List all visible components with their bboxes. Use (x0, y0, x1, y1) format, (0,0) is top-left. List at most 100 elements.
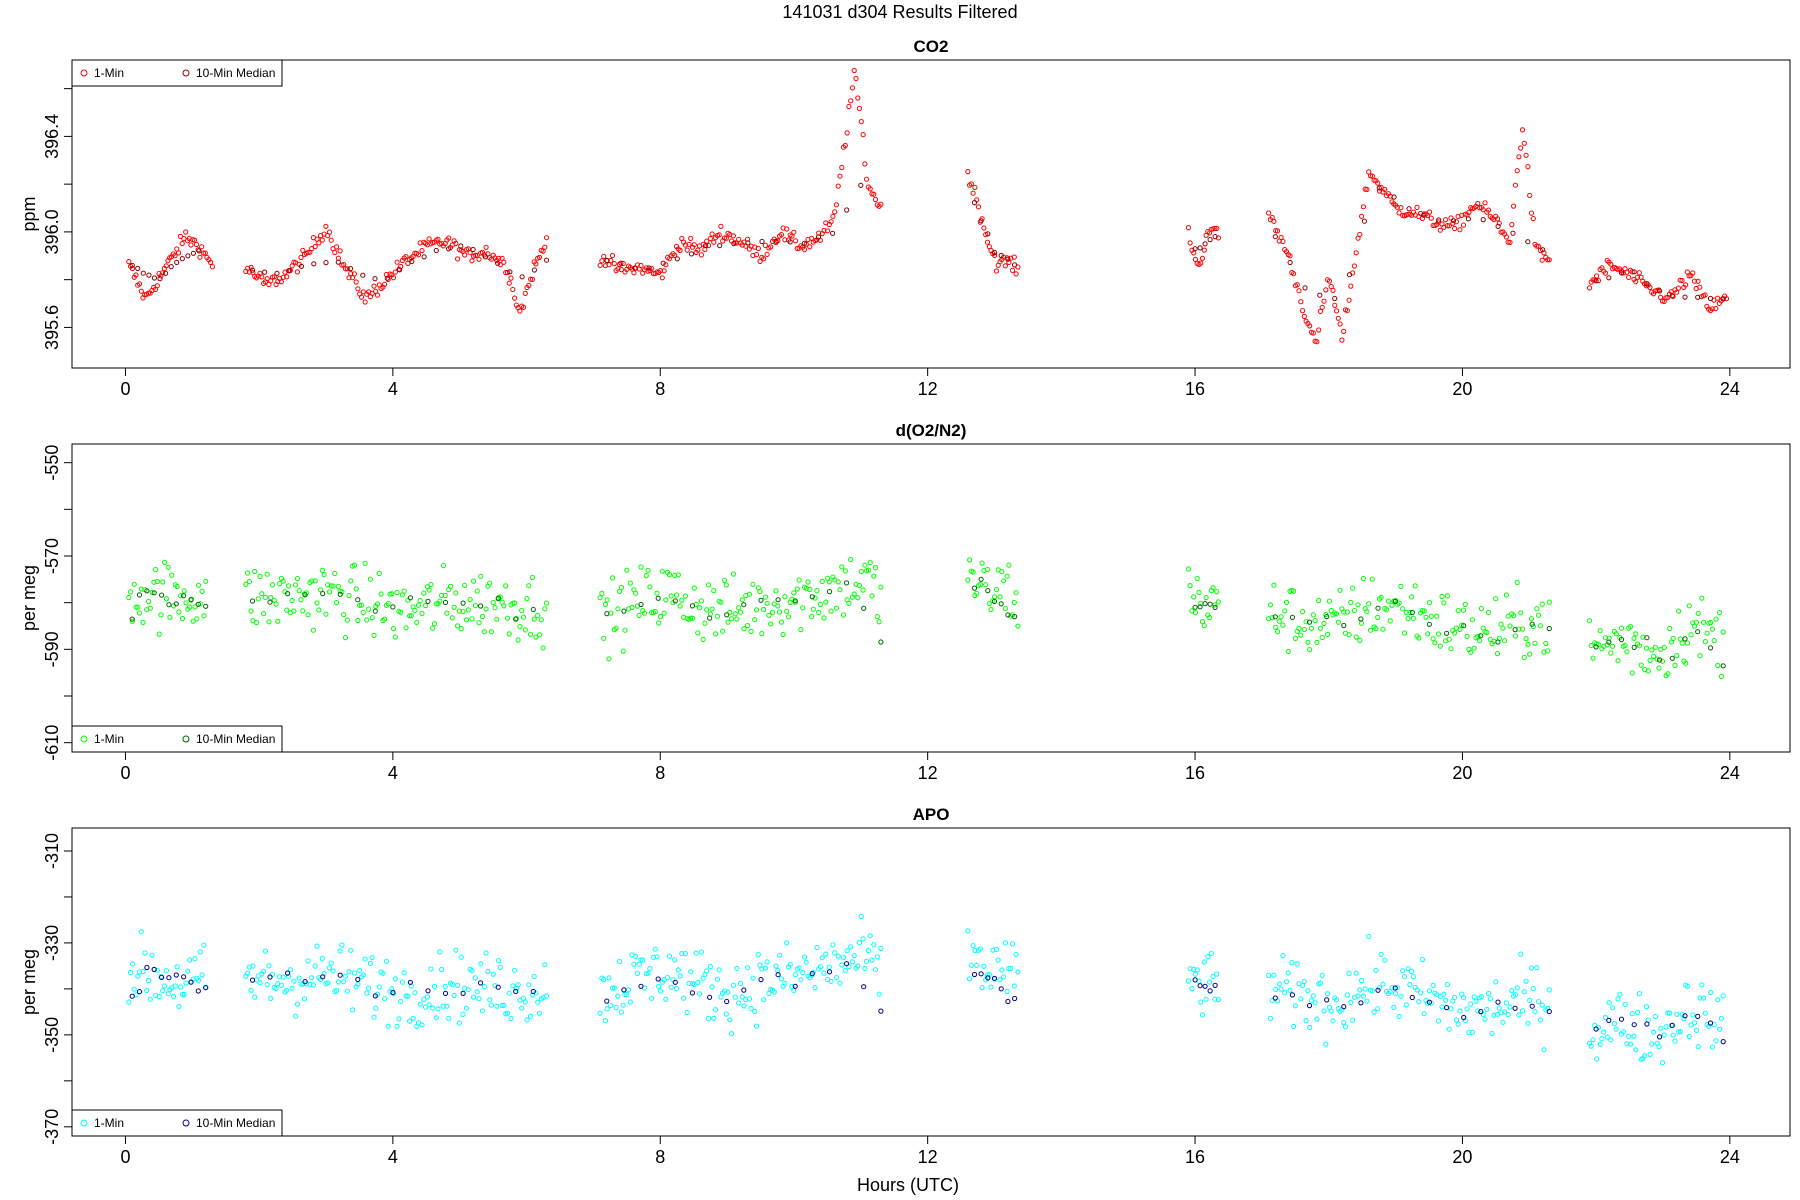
panel-title: CO2 (914, 37, 949, 56)
data-point (1695, 629, 1701, 635)
data-point (174, 583, 180, 590)
data-point (1203, 595, 1209, 601)
data-point (1441, 600, 1447, 606)
data-point (604, 597, 610, 603)
data-point (1013, 590, 1019, 596)
data-point (360, 289, 366, 295)
data-point (837, 587, 843, 593)
data-point (1207, 237, 1213, 243)
data-point (1478, 1009, 1484, 1015)
data-point (1187, 583, 1193, 589)
data-point (312, 963, 318, 969)
data-point (828, 219, 834, 225)
data-point (188, 242, 194, 248)
data-point (512, 600, 518, 606)
data-point (758, 597, 764, 603)
data-point (974, 590, 980, 597)
data-point (1636, 643, 1643, 649)
data-point (1713, 1038, 1719, 1044)
data-point (1512, 633, 1519, 639)
data-point (1011, 599, 1017, 606)
data-point (1509, 222, 1515, 228)
data-point (759, 631, 765, 637)
data-point (351, 562, 357, 568)
data-point (536, 254, 543, 260)
data-point (773, 588, 779, 594)
data-point (136, 969, 143, 975)
data-point (1339, 337, 1345, 343)
data-point (871, 942, 877, 948)
data-point (1271, 972, 1277, 978)
legend-marker (182, 735, 190, 743)
data-point (613, 1004, 619, 1011)
data-point (1185, 566, 1192, 572)
data-point (185, 968, 191, 974)
data-point (609, 985, 616, 991)
data-point (1457, 1008, 1463, 1014)
data-point (1426, 209, 1433, 215)
data-point (1697, 284, 1703, 290)
data-point (998, 601, 1004, 607)
data-point (1430, 982, 1436, 989)
data-point (855, 595, 861, 601)
data-point (652, 946, 658, 952)
data-point (1292, 635, 1299, 642)
data-point (1364, 998, 1370, 1004)
data-point (1604, 1034, 1610, 1040)
data-point (1202, 983, 1208, 989)
data-point (1002, 263, 1009, 269)
data-point (346, 592, 352, 599)
data-point (176, 609, 182, 615)
data-point (1493, 979, 1499, 985)
data-point (634, 262, 641, 268)
figure-title: 141031 d304 Results Filtered (782, 2, 1017, 22)
data-point (1316, 597, 1322, 604)
data-point (1618, 625, 1625, 631)
data-point (971, 200, 978, 206)
data-point (1477, 638, 1483, 644)
data-point (1686, 273, 1692, 279)
data-point (320, 591, 326, 597)
data-point (179, 615, 186, 622)
data-point (757, 588, 763, 595)
data-point (1484, 629, 1490, 636)
data-point (761, 997, 767, 1003)
data-point (261, 968, 267, 975)
data-point (698, 598, 705, 604)
data-point (169, 572, 175, 578)
data-point (620, 1002, 626, 1008)
data-point (273, 985, 279, 992)
data-point (1521, 989, 1527, 995)
data-point (1593, 1026, 1599, 1032)
data-point (737, 980, 744, 987)
data-point (862, 965, 868, 972)
data-point (736, 605, 742, 611)
data-point (1503, 1000, 1510, 1006)
data-point (1214, 225, 1220, 231)
data-point (451, 604, 457, 611)
data-point (821, 227, 827, 234)
data-point (501, 259, 507, 265)
data-point (1512, 182, 1519, 188)
data-point (419, 1022, 425, 1028)
data-point (1611, 1021, 1618, 1027)
data-point (851, 67, 857, 74)
data-point (1537, 1017, 1544, 1023)
data-point (832, 209, 838, 215)
data-point (328, 583, 334, 589)
data-point (821, 615, 827, 621)
data-point (741, 602, 747, 608)
data-point (492, 605, 498, 611)
data-point (249, 598, 256, 604)
data-point (597, 595, 603, 601)
data-point (243, 581, 249, 588)
data-point (398, 263, 404, 270)
data-point (467, 597, 473, 603)
data-point (371, 632, 377, 639)
data-point (1512, 627, 1518, 633)
data-point (1201, 959, 1207, 965)
data-point (1624, 1041, 1630, 1047)
data-point (364, 617, 370, 623)
data-point (1635, 1009, 1641, 1015)
